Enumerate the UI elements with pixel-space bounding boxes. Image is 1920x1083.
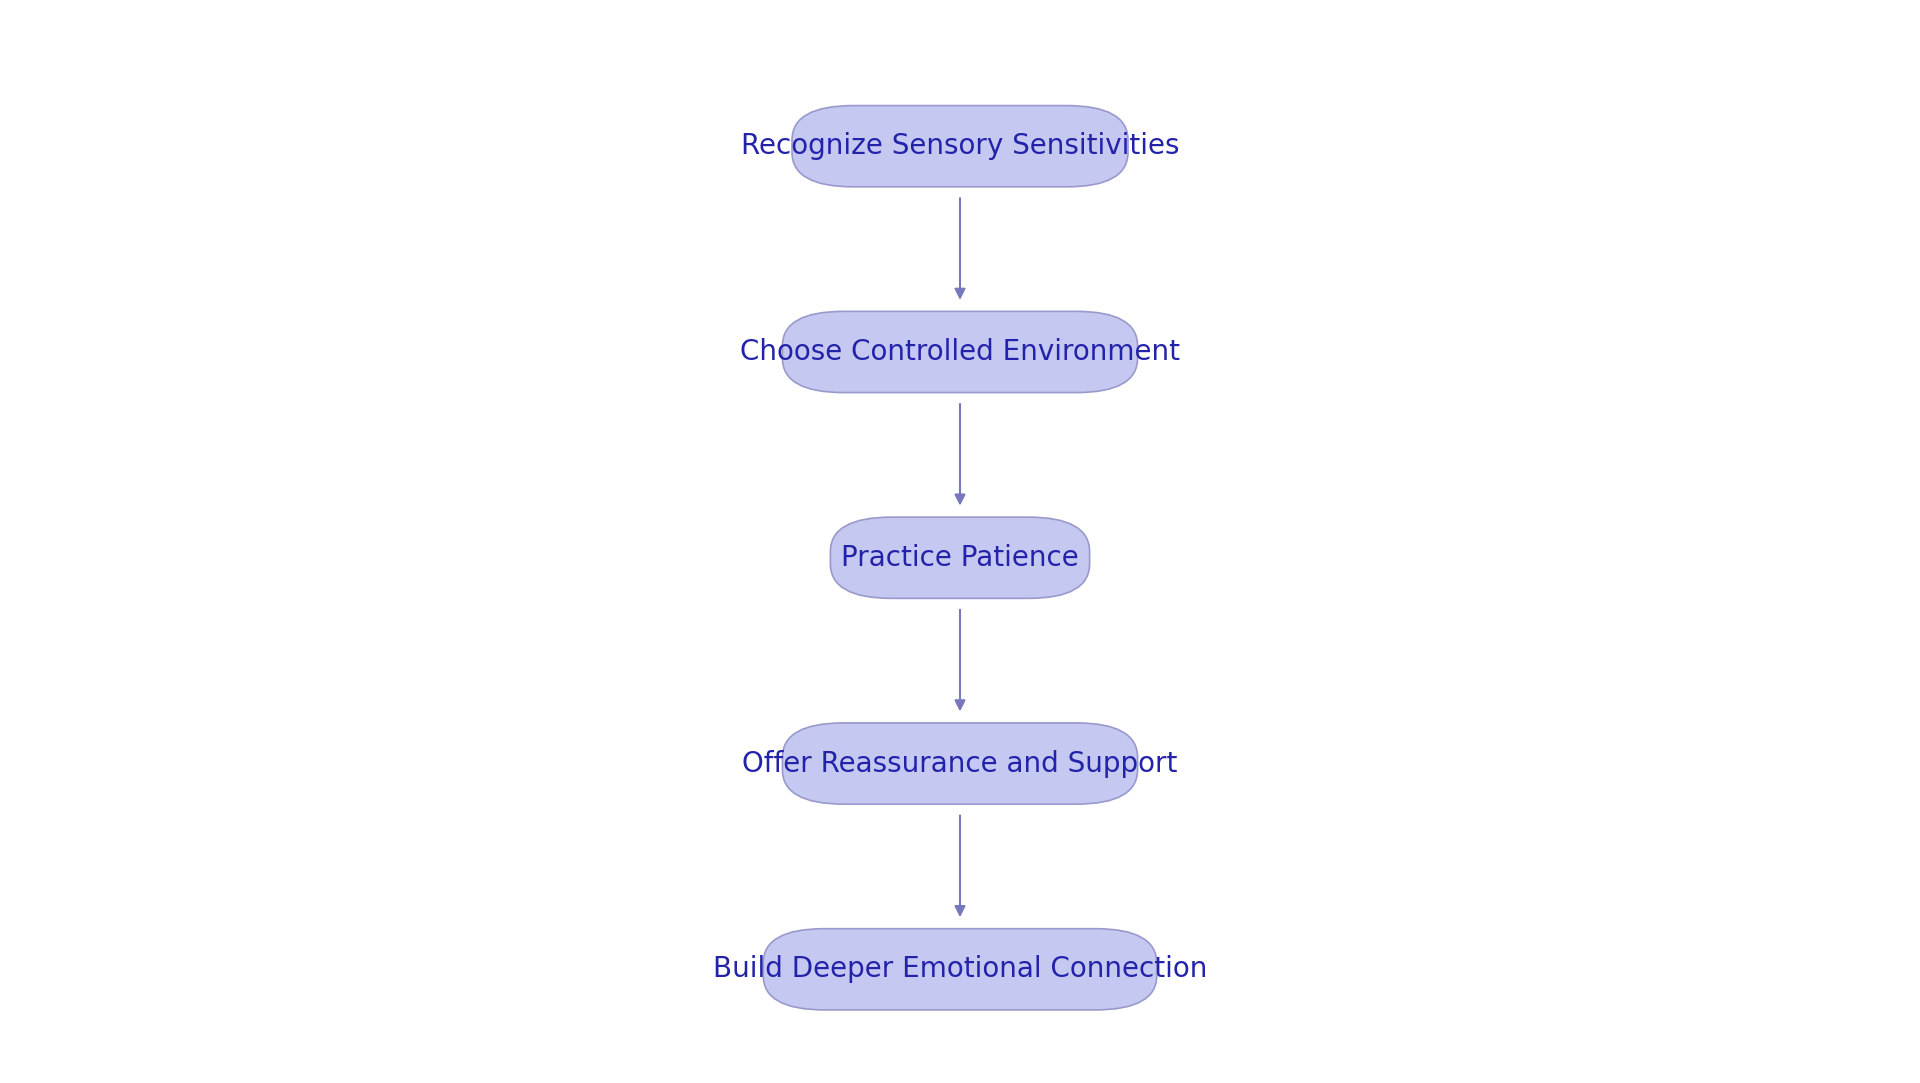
Text: Practice Patience: Practice Patience [841,544,1079,572]
FancyBboxPatch shape [829,518,1089,598]
FancyBboxPatch shape [783,312,1137,393]
FancyBboxPatch shape [783,723,1137,804]
FancyBboxPatch shape [791,106,1127,186]
Text: Build Deeper Emotional Connection: Build Deeper Emotional Connection [712,955,1208,983]
Text: Recognize Sensory Sensitivities: Recognize Sensory Sensitivities [741,132,1179,160]
Text: Choose Controlled Environment: Choose Controlled Environment [739,338,1181,366]
FancyBboxPatch shape [764,928,1156,1009]
Text: Offer Reassurance and Support: Offer Reassurance and Support [743,749,1177,778]
